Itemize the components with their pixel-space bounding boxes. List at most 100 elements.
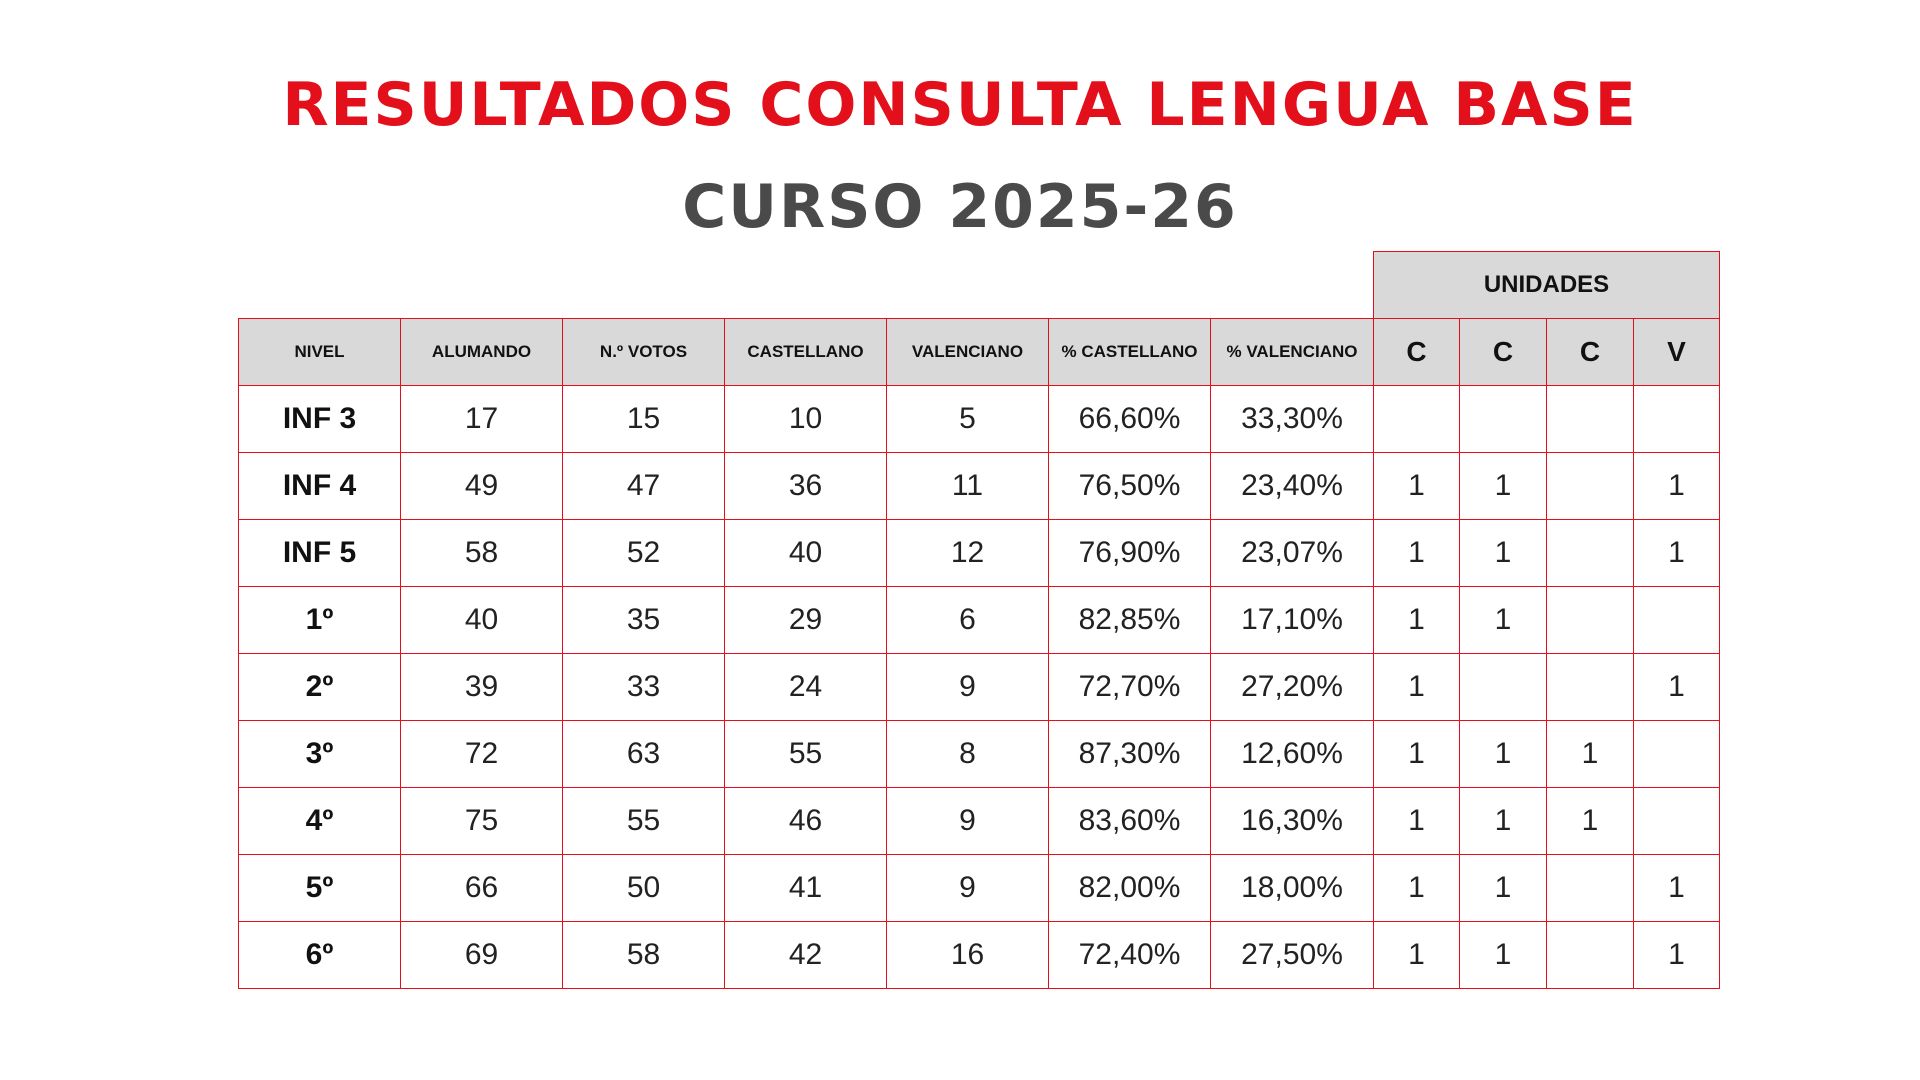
table-row: INF 5 58 52 40 12 76,90% 23,07% 1 1 1 xyxy=(238,519,1720,587)
data-cell xyxy=(1546,586,1634,654)
data-cell xyxy=(1633,787,1720,855)
data-cell: 39 xyxy=(400,653,563,721)
data-cell: 1 xyxy=(1373,720,1460,788)
data-cell: 23,40% xyxy=(1210,452,1374,520)
data-cell: 1 xyxy=(1633,653,1720,721)
table-row: INF 4 49 47 36 11 76,50% 23,40% 1 1 1 xyxy=(238,452,1720,520)
data-cell: 41 xyxy=(724,854,887,922)
data-cell: 10 xyxy=(724,385,887,453)
data-cell: 27,50% xyxy=(1210,921,1374,989)
level-cell: INF 3 xyxy=(238,385,401,453)
level-cell: 5º xyxy=(238,854,401,922)
column-header: ALUMANDO xyxy=(400,318,563,386)
data-cell: 18,00% xyxy=(1210,854,1374,922)
data-cell: 55 xyxy=(562,787,725,855)
column-header: N.º VOTOS xyxy=(562,318,725,386)
blank-cell xyxy=(239,252,1374,319)
data-cell: 58 xyxy=(400,519,563,587)
data-cell xyxy=(1546,653,1634,721)
data-cell: 46 xyxy=(724,787,887,855)
data-cell: 83,60% xyxy=(1048,787,1211,855)
group-header-row: UNIDADES xyxy=(239,251,1720,319)
level-cell: 1º xyxy=(238,586,401,654)
data-cell: 11 xyxy=(886,452,1049,520)
column-header: V xyxy=(1633,318,1720,386)
level-cell: INF 4 xyxy=(238,452,401,520)
data-cell: 52 xyxy=(562,519,725,587)
data-cell: 24 xyxy=(724,653,887,721)
data-cell: 1 xyxy=(1459,586,1547,654)
data-cell: 1 xyxy=(1546,787,1634,855)
table-row: 2º 39 33 24 9 72,70% 27,20% 1 1 xyxy=(238,653,1720,721)
data-cell: 58 xyxy=(562,921,725,989)
data-cell: 5 xyxy=(886,385,1049,453)
data-cell: 40 xyxy=(400,586,563,654)
table-row: 1º 40 35 29 6 82,85% 17,10% 1 1 xyxy=(238,586,1720,654)
column-header: C xyxy=(1459,318,1547,386)
page-title: RESULTADOS CONSULTA LENGUA BASE xyxy=(282,70,1638,140)
column-header: % VALENCIANO xyxy=(1210,318,1374,386)
data-cell: 1 xyxy=(1373,653,1460,721)
data-cell: 1 xyxy=(1373,519,1460,587)
data-cell: 1 xyxy=(1633,519,1720,587)
data-cell: 69 xyxy=(400,921,563,989)
column-header: % CASTELLANO xyxy=(1048,318,1211,386)
data-cell: 47 xyxy=(562,452,725,520)
data-cell: 9 xyxy=(886,854,1049,922)
data-cell: 1 xyxy=(1633,452,1720,520)
data-cell: 1 xyxy=(1459,921,1547,989)
data-cell: 36 xyxy=(724,452,887,520)
data-cell: 1 xyxy=(1373,921,1460,989)
data-cell: 66,60% xyxy=(1048,385,1211,453)
data-cell: 1 xyxy=(1459,854,1547,922)
data-cell: 15 xyxy=(562,385,725,453)
data-cell: 75 xyxy=(400,787,563,855)
results-table: UNIDADES NIVEL ALUMANDO N.º VOTOS CASTELLANO… xyxy=(238,251,1720,989)
data-cell: 27,20% xyxy=(1210,653,1374,721)
data-cell: 72,70% xyxy=(1048,653,1211,721)
data-cell: 16,30% xyxy=(1210,787,1374,855)
data-cell: 1 xyxy=(1459,787,1547,855)
column-header: CASTELLANO xyxy=(724,318,887,386)
data-cell: 42 xyxy=(724,921,887,989)
level-cell: 6º xyxy=(238,921,401,989)
data-cell: 12,60% xyxy=(1210,720,1374,788)
data-cell: 1 xyxy=(1373,586,1460,654)
level-cell: 4º xyxy=(238,787,401,855)
data-cell: 35 xyxy=(562,586,725,654)
data-cell: 82,00% xyxy=(1048,854,1211,922)
data-cell xyxy=(1546,519,1634,587)
table-row: 6º 69 58 42 16 72,40% 27,50% 1 1 1 xyxy=(238,921,1720,989)
data-cell: 1 xyxy=(1633,854,1720,922)
data-cell: 82,85% xyxy=(1048,586,1211,654)
level-cell: INF 5 xyxy=(238,519,401,587)
data-cell xyxy=(1373,385,1460,453)
data-cell: 1 xyxy=(1373,787,1460,855)
level-cell: 3º xyxy=(238,720,401,788)
data-cell: 8 xyxy=(886,720,1049,788)
data-cell: 72 xyxy=(400,720,563,788)
data-cell: 49 xyxy=(400,452,563,520)
data-cell: 17 xyxy=(400,385,563,453)
data-cell: 9 xyxy=(886,653,1049,721)
data-cell: 23,07% xyxy=(1210,519,1374,587)
data-cell: 76,50% xyxy=(1048,452,1211,520)
data-cell: 50 xyxy=(562,854,725,922)
data-cell: 29 xyxy=(724,586,887,654)
data-cell xyxy=(1546,452,1634,520)
data-cell: 66 xyxy=(400,854,563,922)
data-cell: 1 xyxy=(1633,921,1720,989)
unidades-header: UNIDADES xyxy=(1373,251,1720,319)
data-cell xyxy=(1633,586,1720,654)
data-cell: 40 xyxy=(724,519,887,587)
data-cell xyxy=(1459,653,1547,721)
data-cell: 6 xyxy=(886,586,1049,654)
table-row: 3º 72 63 55 8 87,30% 12,60% 1 1 1 xyxy=(238,720,1720,788)
data-cell: 9 xyxy=(886,787,1049,855)
data-cell xyxy=(1459,385,1547,453)
data-cell: 1 xyxy=(1373,452,1460,520)
data-cell xyxy=(1546,854,1634,922)
column-header: C xyxy=(1546,318,1634,386)
level-cell: 2º xyxy=(238,653,401,721)
data-cell: 1 xyxy=(1459,519,1547,587)
